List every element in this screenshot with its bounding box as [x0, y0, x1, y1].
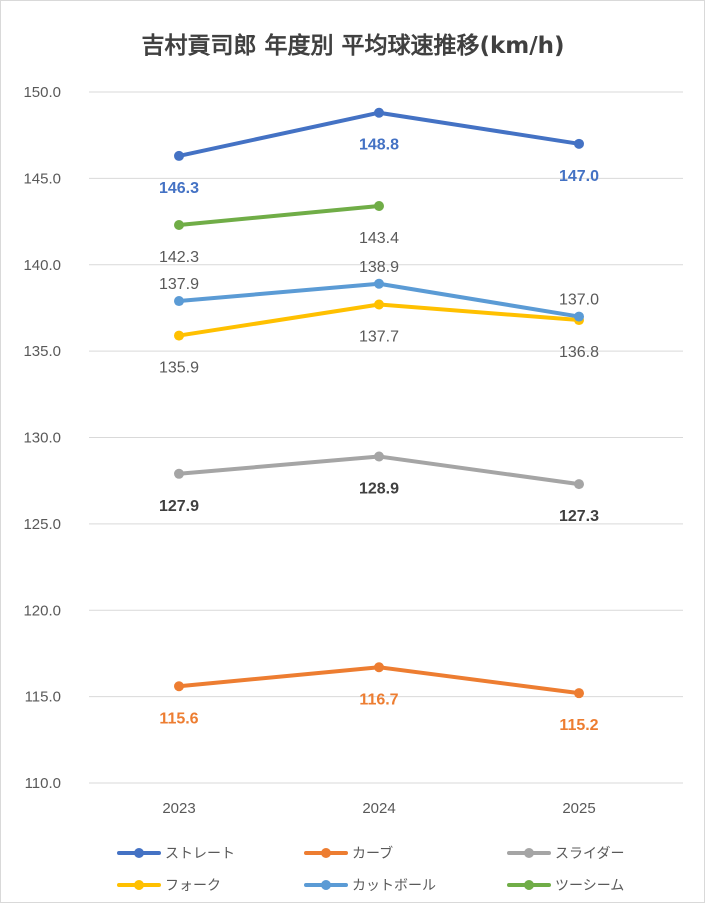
legend-item: ストレート	[117, 846, 235, 862]
y-tick-label: 145.0	[23, 170, 61, 187]
gridlines	[89, 91, 683, 784]
legend-item: カーブ	[304, 845, 393, 862]
data-label: 128.9	[359, 481, 399, 498]
data-point	[374, 107, 384, 118]
legend-label: ツーシーム	[555, 878, 624, 894]
legend-item: スライダー	[507, 846, 624, 862]
chart-title: 吉村貢司郎 年度別 平均球速推移(km/h)	[141, 32, 564, 59]
data-point	[174, 296, 184, 307]
data-label: 116.7	[359, 691, 398, 708]
legend-swatch-marker	[134, 848, 144, 858]
data-label: 138.9	[359, 259, 399, 276]
data-label: 148.8	[359, 137, 399, 154]
data-point	[174, 220, 184, 231]
data-point	[174, 468, 184, 479]
series-layer	[174, 107, 584, 699]
data-point	[374, 299, 384, 310]
data-label: 137.7	[359, 328, 399, 345]
y-tick-label: 150.0	[23, 84, 61, 101]
data-point	[174, 681, 184, 692]
data-label: 146.3	[159, 180, 199, 197]
legend-item: カットボール	[304, 878, 436, 894]
y-tick-label: 110.0	[25, 775, 61, 792]
x-axis-ticks: 2023 2024 2025	[162, 800, 595, 817]
data-label: 142.3	[159, 249, 199, 266]
data-point	[574, 479, 584, 490]
data-point	[574, 138, 584, 149]
legend-label: スライダー	[555, 846, 624, 862]
data-label: 127.9	[159, 498, 199, 515]
data-labels: 127.9 128.9 127.3 115.6 116.7 115.2 135.9 137.7…	[159, 137, 599, 734]
data-point	[174, 150, 184, 161]
y-tick-label: 115.0	[25, 689, 61, 706]
x-tick-label: 2023	[162, 800, 195, 817]
legend-swatch-marker	[321, 848, 331, 858]
data-label: 147.0	[559, 168, 599, 185]
data-label: 115.6	[159, 710, 198, 727]
legend-swatch-marker	[321, 880, 331, 890]
legend-label: カーブ	[352, 845, 393, 862]
legend-item: ツーシーム	[507, 878, 624, 894]
data-label: 127.3	[559, 508, 599, 525]
data-point	[574, 311, 584, 322]
legend-swatch-marker	[524, 848, 534, 858]
legend-label: ストレート	[165, 846, 235, 862]
x-tick-label: 2025	[562, 800, 595, 817]
series-line	[177, 204, 381, 228]
x-tick-label: 2024	[362, 800, 395, 817]
data-point	[374, 278, 384, 289]
data-label: 137.9	[159, 276, 199, 293]
data-label: 135.9	[159, 360, 199, 377]
data-label: 143.4	[359, 230, 399, 247]
y-tick-label: 125.0	[23, 516, 61, 533]
legend-item: フォーク	[117, 878, 221, 894]
legend-swatch-marker	[524, 880, 534, 890]
data-point	[374, 451, 384, 462]
data-point	[374, 201, 384, 212]
y-tick-label: 135.0	[23, 343, 61, 360]
legend-swatch-marker	[134, 880, 144, 890]
legend-label: カットボール	[352, 878, 436, 894]
y-axis-ticks: 150.0 145.0 140.0 135.0 130.0 125.0 120.0 115.0…	[23, 84, 61, 792]
data-point	[374, 662, 384, 673]
data-label: 136.8	[559, 344, 599, 361]
y-tick-label: 120.0	[23, 602, 61, 619]
data-point	[574, 688, 584, 699]
y-tick-label: 130.0	[23, 430, 61, 447]
data-point	[174, 330, 184, 341]
data-label: 137.0	[559, 292, 599, 309]
legend-label: フォーク	[165, 878, 221, 894]
data-label: 115.2	[559, 717, 598, 734]
y-tick-label: 140.0	[23, 257, 61, 274]
